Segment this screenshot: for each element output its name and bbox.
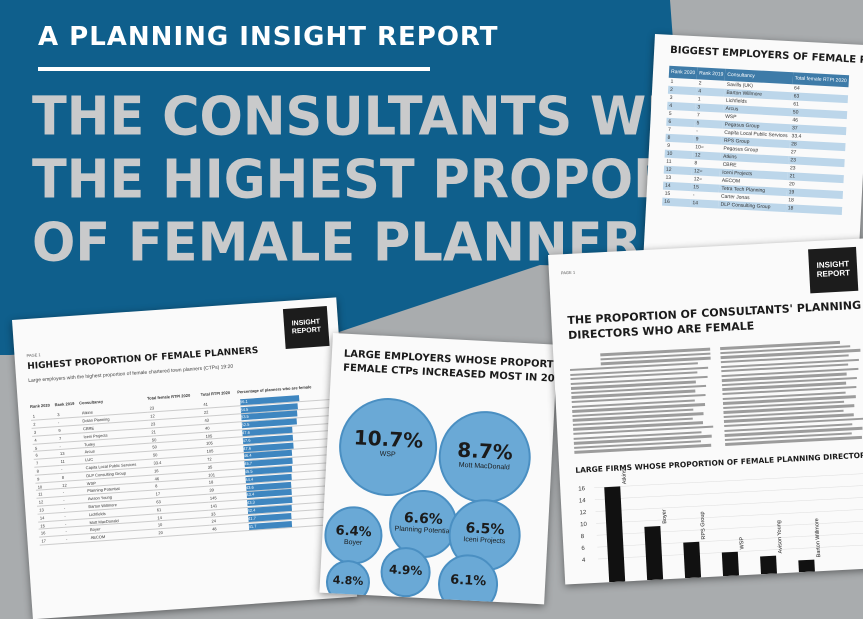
table-cell: 14 (690, 199, 719, 209)
biggest-employers-title: BIGGEST EMPLOYERS OF FEMALE PLANNERS 202… (669, 44, 863, 71)
grid-line (595, 497, 863, 512)
bar-category-label: Avison Young (776, 520, 784, 554)
table-cell: 16 (662, 197, 691, 208)
highest-proportion-sheet: INSIGHT REPORT PAGE 1 HIGHEST PROPORTION… (12, 297, 358, 619)
bubble-label: Boyer (343, 539, 363, 548)
grid-line (594, 473, 863, 489)
bar-category-label: Barton Willmore (814, 518, 822, 557)
bar-category-label: Atkins (621, 469, 628, 485)
bar-category-label: Boyer (661, 509, 668, 524)
y-tick-label: 10 (580, 522, 588, 528)
biggest-employers-table: Rank 2020 Rank 2019 Consultancy Total fe… (662, 65, 850, 216)
y-tick-label: 8 (581, 534, 585, 540)
headline-line-1: THE CONSULTANTS WITH (32, 86, 743, 148)
planning-directors-sheet: INSIGHT REPORT PAGE 1 THE PROPORTION OF … (548, 238, 863, 585)
grid-line (597, 544, 863, 560)
table-cell: 18 (785, 204, 843, 216)
banner-shape (0, 0, 690, 355)
chart-bar (721, 551, 740, 577)
bubble-percentage: 4.9% (388, 562, 423, 578)
report-label-underline (38, 67, 430, 71)
bar-category-label: RPS Group (700, 511, 707, 539)
bubble: 6.4% Boyer (322, 504, 384, 566)
table-cell: 17 (39, 535, 65, 546)
table-cell: - (63, 533, 89, 544)
chart-bar (760, 555, 777, 575)
bubble-percentage: 4.8% (332, 573, 364, 589)
bubble: 8.7% Mott MacDonald (436, 408, 534, 506)
percentage-bar: 41.7 (248, 520, 293, 530)
insight-report-badge: INSIGHT REPORT (808, 246, 859, 294)
bubble-chart-title: LARGE EMPLOYERS WHOSE PROPORTION OFFEMAL… (343, 348, 558, 387)
bubble-chart-sheet: LARGE EMPLOYERS WHOSE PROPORTION OFFEMAL… (319, 333, 558, 605)
y-tick-label: 16 (578, 486, 586, 492)
y-tick-label: 4 (582, 558, 586, 564)
chart-bar (683, 541, 702, 579)
biggest-employers-sheet: BIGGEST EMPLOYERS OF FEMALE PLANNERS 202… (642, 34, 863, 275)
highest-proportion-table: Rank 2020 Rank 2019 Consultancy Total fe… (30, 378, 340, 546)
insight-report-badge: INSIGHT REPORT (282, 306, 330, 349)
article-column (569, 346, 715, 456)
page-headline: THE CONSULTANTS WITH THE HIGHEST PROPORT… (32, 86, 810, 275)
grid-line (596, 509, 863, 524)
directors-bar-chart: 16 14 12 10 8 6 4 Atkins Boyer RPS Group WSP Avison… (578, 469, 863, 583)
y-tick-label: 14 (579, 498, 587, 504)
planning-directors-title: THE PROPORTION OF CONSULTANTS' PLANNING … (567, 298, 862, 343)
grid-line (594, 485, 863, 500)
bubble: 10.7% WSP (336, 395, 440, 499)
chart-bar (604, 486, 626, 583)
article-column (720, 338, 863, 448)
article-body (569, 338, 863, 456)
grid-line (597, 532, 863, 548)
chart-bar (644, 525, 664, 581)
bar-category-label: WSP (739, 536, 746, 549)
y-tick-label: 6 (581, 546, 585, 552)
grid-line (596, 520, 863, 536)
y-tick-label: 12 (579, 510, 587, 516)
report-label: A PLANNING INSIGHT REPORT (38, 22, 499, 52)
table-cell: 48 (209, 522, 247, 534)
chart-bar (798, 559, 815, 573)
blue-banner-background (0, 0, 690, 355)
bubble-percentage: 6.1% (449, 572, 487, 590)
bubble-percentage: 6.4% (335, 523, 373, 541)
